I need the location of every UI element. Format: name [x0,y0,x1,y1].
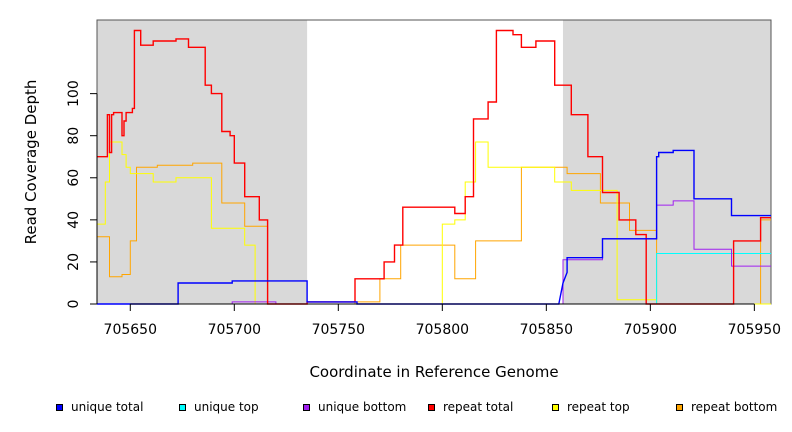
legend-item-repeat-bottom: repeat bottom [676,400,777,414]
y-tick-label: 20 [66,253,82,271]
legend-swatch-unique-total [56,404,63,411]
legend-label-unique-bottom: unique bottom [318,400,406,414]
x-tick-label: 705900 [624,322,677,338]
x-tick-label: 705650 [104,322,157,338]
x-tick-label: 705700 [208,322,261,338]
legend-item-repeat-total: repeat total [428,400,513,414]
x-axis: 705650 705700 705750 705800 705850 705900 7059… [104,304,782,338]
shaded-regions [97,20,771,304]
y-tick-label: 60 [66,169,82,187]
y-tick-label: 0 [66,300,82,309]
y-tick-label: 100 [66,80,82,107]
x-tick-label: 705750 [312,322,365,338]
legend-swatch-repeat-bottom [676,404,683,411]
shaded-region [97,20,307,304]
legend-label-repeat-bottom: repeat bottom [691,400,777,414]
legend-swatch-repeat-top [552,404,559,411]
x-tick-label: 705800 [416,322,469,338]
legend-item-repeat-top: repeat top [552,400,630,414]
legend-swatch-repeat-total [428,404,435,411]
y-tick-label: 40 [66,211,82,229]
x-axis-title: Coordinate in Reference Genome [309,363,558,381]
legend-swatch-unique-top [179,404,186,411]
y-axis-title: Read Coverage Depth [22,80,40,245]
x-tick-label: 705850 [520,322,573,338]
legend: unique total unique top unique bottom re… [0,400,792,420]
legend-swatch-unique-bottom [303,404,310,411]
shaded-region [563,20,771,304]
legend-item-unique-bottom: unique bottom [303,400,406,414]
x-tick-label: 705950 [728,322,781,338]
y-axis: 0 20 40 60 80 100 [66,80,97,308]
coverage-chart: 705650 705700 705750 705800 705850 705900 7059… [0,0,792,400]
legend-item-unique-total: unique total [56,400,143,414]
legend-item-unique-top: unique top [179,400,259,414]
legend-label-repeat-total: repeat total [443,400,513,414]
y-tick-label: 80 [66,127,82,145]
legend-label-unique-total: unique total [71,400,143,414]
legend-label-repeat-top: repeat top [567,400,630,414]
legend-label-unique-top: unique top [194,400,259,414]
